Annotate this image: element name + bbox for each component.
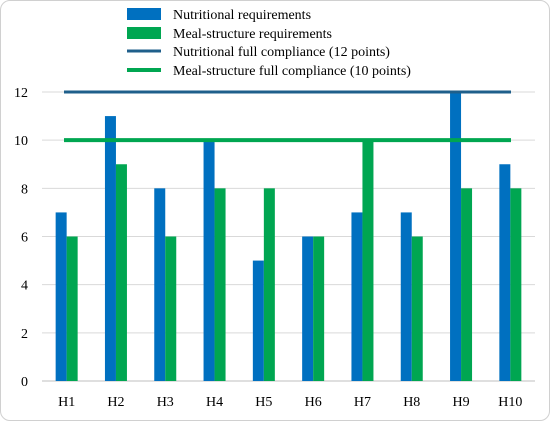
legend: Nutritional requirements Meal-structure r… [127, 8, 411, 79]
legend-meal-structure-swatch [127, 27, 161, 39]
x-tick-label: H1 [58, 395, 75, 410]
x-tick-label: H2 [107, 395, 124, 410]
x-tick-label: H5 [255, 395, 272, 410]
y-tick-label: 6 [21, 231, 28, 246]
legend-meal-structure-compliance-label: Meal-structure full compliance (10 point… [173, 64, 411, 79]
x-tick-label: H8 [403, 395, 420, 410]
y-tick-label: 2 [21, 327, 28, 342]
bar-meal-structure-h7 [362, 140, 374, 381]
bar-meal-structure-h8 [411, 236, 423, 381]
bar-nutritional-h1 [55, 212, 67, 381]
bar-nutritional-h9 [450, 92, 462, 381]
axes: 0 2 4 6 8 10 12 H1 H2 H3 H4 H5 H6 H7 H8 H9 H10 [14, 86, 522, 410]
y-tick-label: 12 [14, 86, 28, 101]
bar-meal-structure-h10 [510, 188, 522, 381]
x-tick-label: H3 [157, 395, 174, 410]
y-tick-label: 0 [21, 375, 28, 390]
x-tick-label: H7 [354, 395, 371, 410]
x-tick-label: H9 [452, 395, 469, 410]
x-tick-label: H10 [498, 395, 522, 410]
y-tick-label: 10 [14, 134, 28, 149]
bar-nutritional-h3 [154, 188, 166, 381]
legend-meal-structure-label: Meal-structure requirements [173, 27, 332, 42]
bar-meal-structure-h6 [313, 236, 325, 381]
x-tick-label: H6 [305, 395, 322, 410]
bar-meal-structure-h2 [115, 164, 127, 381]
bar-meal-structure-h9 [461, 188, 473, 381]
bar-nutritional-h5 [252, 260, 264, 381]
bar-meal-structure-h3 [165, 236, 177, 381]
y-tick-label: 4 [21, 279, 28, 294]
bar-nutritional-h6 [302, 236, 314, 381]
bar-meal-structure-h5 [263, 188, 275, 381]
bar-meal-structure-h1 [66, 236, 78, 381]
legend-nutritional-label: Nutritional requirements [173, 8, 311, 23]
reference-lines [64, 90, 511, 143]
bars [55, 92, 522, 381]
y-tick-label: 8 [21, 182, 28, 197]
x-tick-label: H4 [206, 395, 223, 410]
bar-meal-structure-h4 [214, 188, 226, 381]
legend-nutritional-compliance-label: Nutritional full compliance (12 points) [173, 45, 390, 60]
legend-nutritional-swatch [127, 8, 161, 20]
bar-nutritional-h10 [499, 164, 511, 381]
bar-nutritional-h4 [203, 140, 215, 381]
bar-nutritional-h7 [351, 212, 363, 381]
bar-nutritional-h8 [400, 212, 412, 381]
bar-nutritional-h2 [104, 116, 116, 381]
